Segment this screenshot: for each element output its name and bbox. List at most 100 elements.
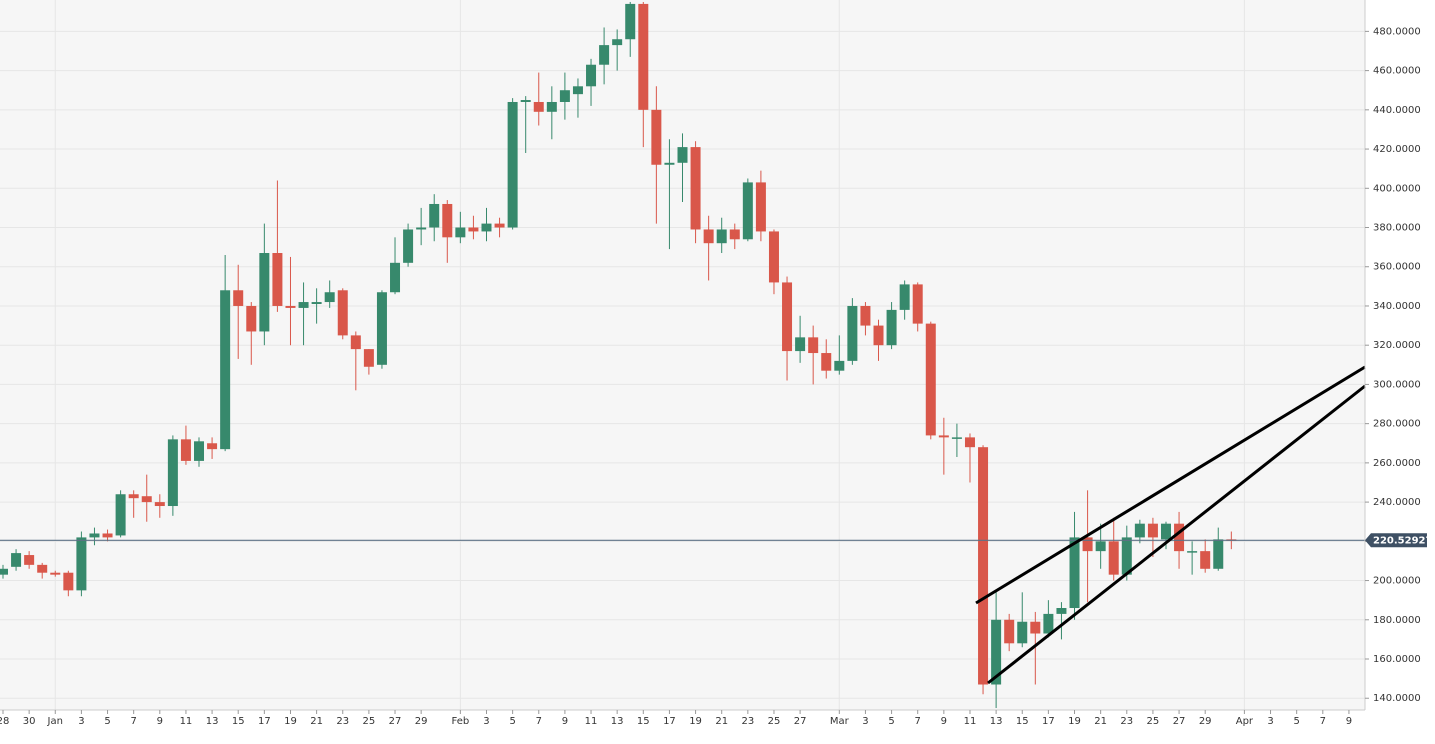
x-tick-label: 7 bbox=[915, 716, 921, 727]
x-tick-label: 27 bbox=[1173, 716, 1186, 727]
candle-body bbox=[350, 335, 361, 350]
y-tick-label: 320.0000 bbox=[1373, 340, 1421, 351]
candle-body bbox=[690, 147, 701, 230]
x-tick-label: 15 bbox=[637, 716, 650, 727]
candle-body bbox=[403, 229, 414, 263]
x-tick-label: 5 bbox=[104, 716, 110, 727]
candle-body bbox=[599, 45, 610, 65]
candle-body bbox=[808, 337, 819, 354]
candle-body bbox=[742, 182, 753, 240]
x-tick-label: 13 bbox=[611, 716, 624, 727]
candle-body bbox=[37, 564, 48, 573]
x-tick-label: 5 bbox=[509, 716, 515, 727]
candle-body bbox=[782, 282, 793, 352]
y-tick-label: 160.0000 bbox=[1373, 654, 1421, 665]
last-price-label: 220.52927 bbox=[1373, 535, 1433, 546]
x-tick-label: 3 bbox=[483, 716, 489, 727]
x-tick-label: Feb bbox=[451, 716, 469, 727]
candle-body bbox=[1134, 523, 1145, 538]
candle-body bbox=[455, 227, 466, 238]
y-tick-label: 240.0000 bbox=[1373, 497, 1421, 508]
x-tick-label: 17 bbox=[663, 716, 676, 727]
y-tick-label: 400.0000 bbox=[1373, 183, 1421, 194]
y-tick-label: 340.0000 bbox=[1373, 301, 1421, 312]
candle-body bbox=[677, 147, 688, 163]
candle-body bbox=[298, 302, 309, 308]
candle-body bbox=[1108, 541, 1119, 575]
candle-body bbox=[533, 101, 544, 112]
candle-body bbox=[180, 439, 191, 461]
x-tick-label: 27 bbox=[794, 716, 807, 727]
y-tick-label: 360.0000 bbox=[1373, 262, 1421, 273]
x-tick-label: 15 bbox=[1016, 716, 1029, 727]
candle-body bbox=[1043, 613, 1054, 634]
candle-body bbox=[246, 305, 257, 332]
x-tick-label: 29 bbox=[415, 716, 428, 727]
candle-body bbox=[285, 305, 296, 308]
x-tick-label: 25 bbox=[768, 716, 781, 727]
candle-body bbox=[167, 439, 178, 507]
candle-body bbox=[1030, 621, 1041, 634]
candle-body bbox=[259, 253, 270, 332]
y-tick-label: 420.0000 bbox=[1373, 144, 1421, 155]
candle-body bbox=[821, 353, 832, 371]
candle-body bbox=[625, 3, 636, 40]
x-tick-label: 30 bbox=[23, 716, 36, 727]
candle-body bbox=[494, 223, 505, 228]
candle-body bbox=[703, 229, 714, 244]
candle-body bbox=[1160, 523, 1171, 540]
x-tick-label: 13 bbox=[206, 716, 219, 727]
candle-body bbox=[429, 203, 440, 228]
candle-body bbox=[520, 100, 531, 102]
candle-body bbox=[337, 290, 348, 336]
candle-body bbox=[1174, 523, 1185, 552]
y-tick-label: 260.0000 bbox=[1373, 458, 1421, 469]
trend-line bbox=[975, 365, 1366, 605]
x-tick-label: 3 bbox=[78, 716, 84, 727]
candle-body bbox=[324, 292, 335, 303]
candle-body bbox=[311, 302, 322, 305]
y-tick-label: 480.0000 bbox=[1373, 26, 1421, 37]
candle-body bbox=[0, 568, 8, 575]
x-tick-label: 7 bbox=[130, 716, 136, 727]
x-tick-label: 5 bbox=[1293, 716, 1299, 727]
trend-line bbox=[987, 384, 1366, 685]
last-price-tag bbox=[1365, 533, 1427, 548]
y-tick-label: 380.0000 bbox=[1373, 223, 1421, 234]
x-tick-label: 27 bbox=[389, 716, 402, 727]
x-tick-label: 5 bbox=[888, 716, 894, 727]
candle-body bbox=[363, 349, 374, 367]
candle-body bbox=[912, 284, 923, 324]
x-tick-label: Mar bbox=[830, 716, 850, 727]
candle-body bbox=[272, 253, 283, 306]
candle-body bbox=[925, 323, 936, 436]
candle-body bbox=[1200, 551, 1211, 569]
x-tick-label: 21 bbox=[310, 716, 323, 727]
candle-body bbox=[729, 229, 740, 240]
candle-body bbox=[847, 305, 858, 361]
candle-body bbox=[1056, 608, 1067, 614]
candle-body bbox=[416, 227, 427, 230]
candle-body bbox=[834, 360, 845, 371]
candle-body bbox=[938, 435, 949, 438]
x-tick-label: 9 bbox=[1346, 716, 1352, 727]
candle-body bbox=[1187, 551, 1198, 553]
x-tick-label: Apr bbox=[1236, 716, 1254, 727]
candle-body bbox=[612, 39, 623, 46]
candle-body bbox=[1004, 619, 1015, 644]
x-tick-label: 17 bbox=[1042, 716, 1055, 727]
candle-body bbox=[546, 101, 557, 112]
candle-body bbox=[572, 86, 583, 95]
candle-body bbox=[115, 494, 126, 536]
candle-body bbox=[442, 203, 453, 238]
candle-body bbox=[755, 182, 766, 232]
x-tick-label: 23 bbox=[1120, 716, 1133, 727]
x-tick-label: 11 bbox=[180, 716, 193, 727]
x-tick-label: 9 bbox=[941, 716, 947, 727]
candle-body bbox=[559, 90, 570, 102]
y-tick-label: 280.0000 bbox=[1373, 419, 1421, 430]
x-tick-label: 13 bbox=[990, 716, 1003, 727]
candle-body bbox=[11, 553, 22, 567]
candle-body bbox=[716, 229, 727, 244]
